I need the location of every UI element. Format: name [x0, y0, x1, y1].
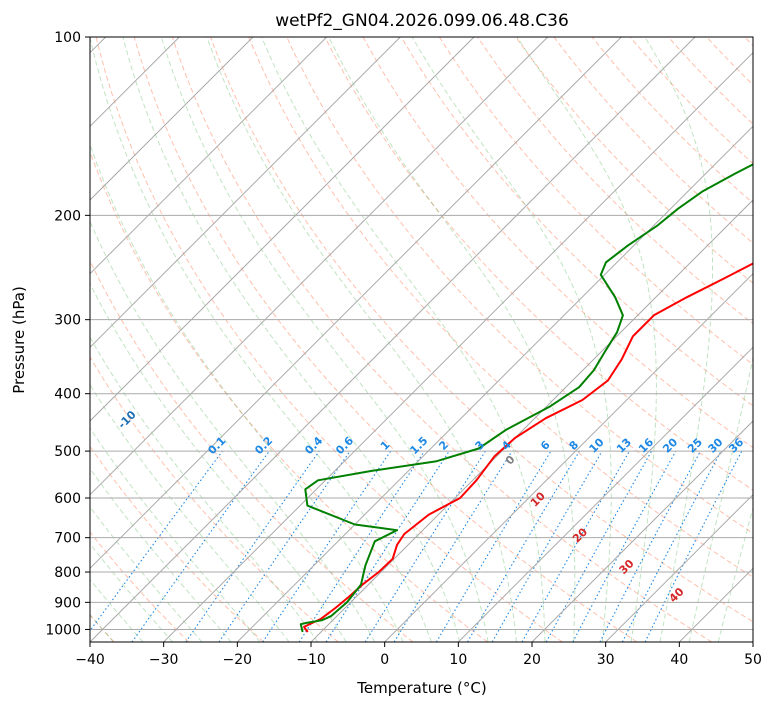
x-tick-label: 30 [597, 652, 615, 668]
x-tick-label: 50 [744, 652, 762, 668]
series-group [299, 163, 753, 633]
moist-adiabat-line [261, 37, 546, 642]
x-axis-title: Temperature (°C) [356, 679, 486, 697]
isotherm-line [90, 37, 328, 275]
x-tick-label: −10 [296, 652, 326, 668]
moist-adiabat-line [90, 467, 232, 642]
y-axis-title: Pressure (hPa) [10, 286, 28, 394]
moist-adiabat-line [688, 355, 753, 642]
dry-adiabat-line [171, 37, 712, 642]
moist-adiabat-line [644, 37, 713, 642]
dry-adiabat-line [400, 37, 753, 407]
dry-adiabats-group [90, 37, 753, 642]
y-tick-label: 300 [54, 313, 81, 329]
x-tick-label: −20 [223, 652, 253, 668]
mixing-ratio-line [262, 450, 392, 642]
isotherm-line [384, 272, 753, 642]
moist-adiabat-line [516, 37, 657, 642]
y-tick-label: 500 [54, 444, 81, 460]
temperature-profile-line [303, 262, 753, 633]
mixing-ratio-line [131, 450, 270, 642]
isotherm-line [236, 125, 753, 642]
dry-adiabat-line [90, 531, 190, 642]
moist-adiabat-line [90, 37, 432, 642]
isotherm-line [457, 346, 753, 642]
isotherm-line [605, 493, 753, 642]
moist-adiabat-line [90, 282, 347, 642]
y-tick-label: 100 [54, 30, 81, 46]
dry-adiabat-line [515, 37, 753, 284]
moist-adiabat-line [90, 336, 319, 642]
x-tick-label: −40 [75, 652, 105, 668]
dry-adiabat-line [248, 37, 753, 578]
isotherm-line [90, 37, 696, 642]
plot-frame [89, 36, 754, 643]
x-tick-label: 40 [670, 652, 688, 668]
moist-adiabat-line [717, 506, 753, 642]
moist-adiabat-line [90, 142, 404, 642]
x-tick-label: 10 [449, 652, 467, 668]
mixing-ratio-line [545, 450, 653, 642]
y-tick-label: 900 [54, 595, 81, 611]
y-tick-label: 400 [54, 387, 81, 403]
chart-title: wetPf2_GN04.2026.099.06.48.C36 [275, 11, 569, 31]
x-tick-label: 0 [380, 652, 389, 668]
x-tick-label: −30 [149, 652, 179, 668]
y-tick-label: 1000 [45, 622, 81, 638]
dry-adiabat-line [90, 259, 414, 642]
isotherm-line [90, 37, 401, 349]
y-tick-label: 700 [54, 531, 81, 547]
mixing-ratio-lines-group [90, 450, 743, 642]
isotherm-line [531, 420, 753, 642]
dry-adiabat-line [133, 37, 638, 642]
isotherm-line [90, 37, 254, 201]
dry-adiabat-line [324, 37, 753, 491]
x-axis: −40 −30 −20 −10 0 10 20 30 40 50 [75, 642, 762, 668]
isotherm-line [90, 37, 549, 496]
mixing-ratio-line [298, 450, 425, 642]
moist-adiabat-line [90, 383, 290, 642]
dry-adiabat-line [477, 37, 753, 325]
moist-adiabat-line [90, 427, 261, 642]
moist-adiabat-line [206, 37, 517, 642]
mixing-ratio-line [185, 450, 320, 642]
mixing-ratio-line [572, 450, 677, 642]
mixing-ratio-line [644, 450, 743, 642]
mixing-ratio-line [218, 450, 351, 642]
moist-adiabat-line [411, 37, 612, 642]
dewpoint-profile-line [299, 163, 753, 633]
dry-adiabat-line [286, 37, 753, 534]
y-tick-label: 200 [54, 208, 81, 224]
isotherm-line [90, 37, 622, 570]
mixing-ratio-line [90, 450, 223, 632]
isotherms-group [90, 37, 753, 642]
moist-adiabat-line [160, 37, 489, 642]
x-tick-label: 20 [523, 652, 541, 668]
mixing-ratio-line [521, 450, 630, 642]
isotherm-line [163, 51, 753, 642]
isotherm-line [90, 37, 475, 422]
moist-adiabat-line [122, 37, 461, 642]
mixing-ratio-line [325, 450, 450, 642]
y-axis: 100 200 300 400 500 600 700 800 900 1000 [45, 30, 90, 638]
mixing-ratio-line [393, 450, 513, 642]
isobars-group [90, 37, 753, 630]
y-tick-label: 600 [54, 491, 81, 507]
y-tick-label: 800 [54, 565, 81, 581]
